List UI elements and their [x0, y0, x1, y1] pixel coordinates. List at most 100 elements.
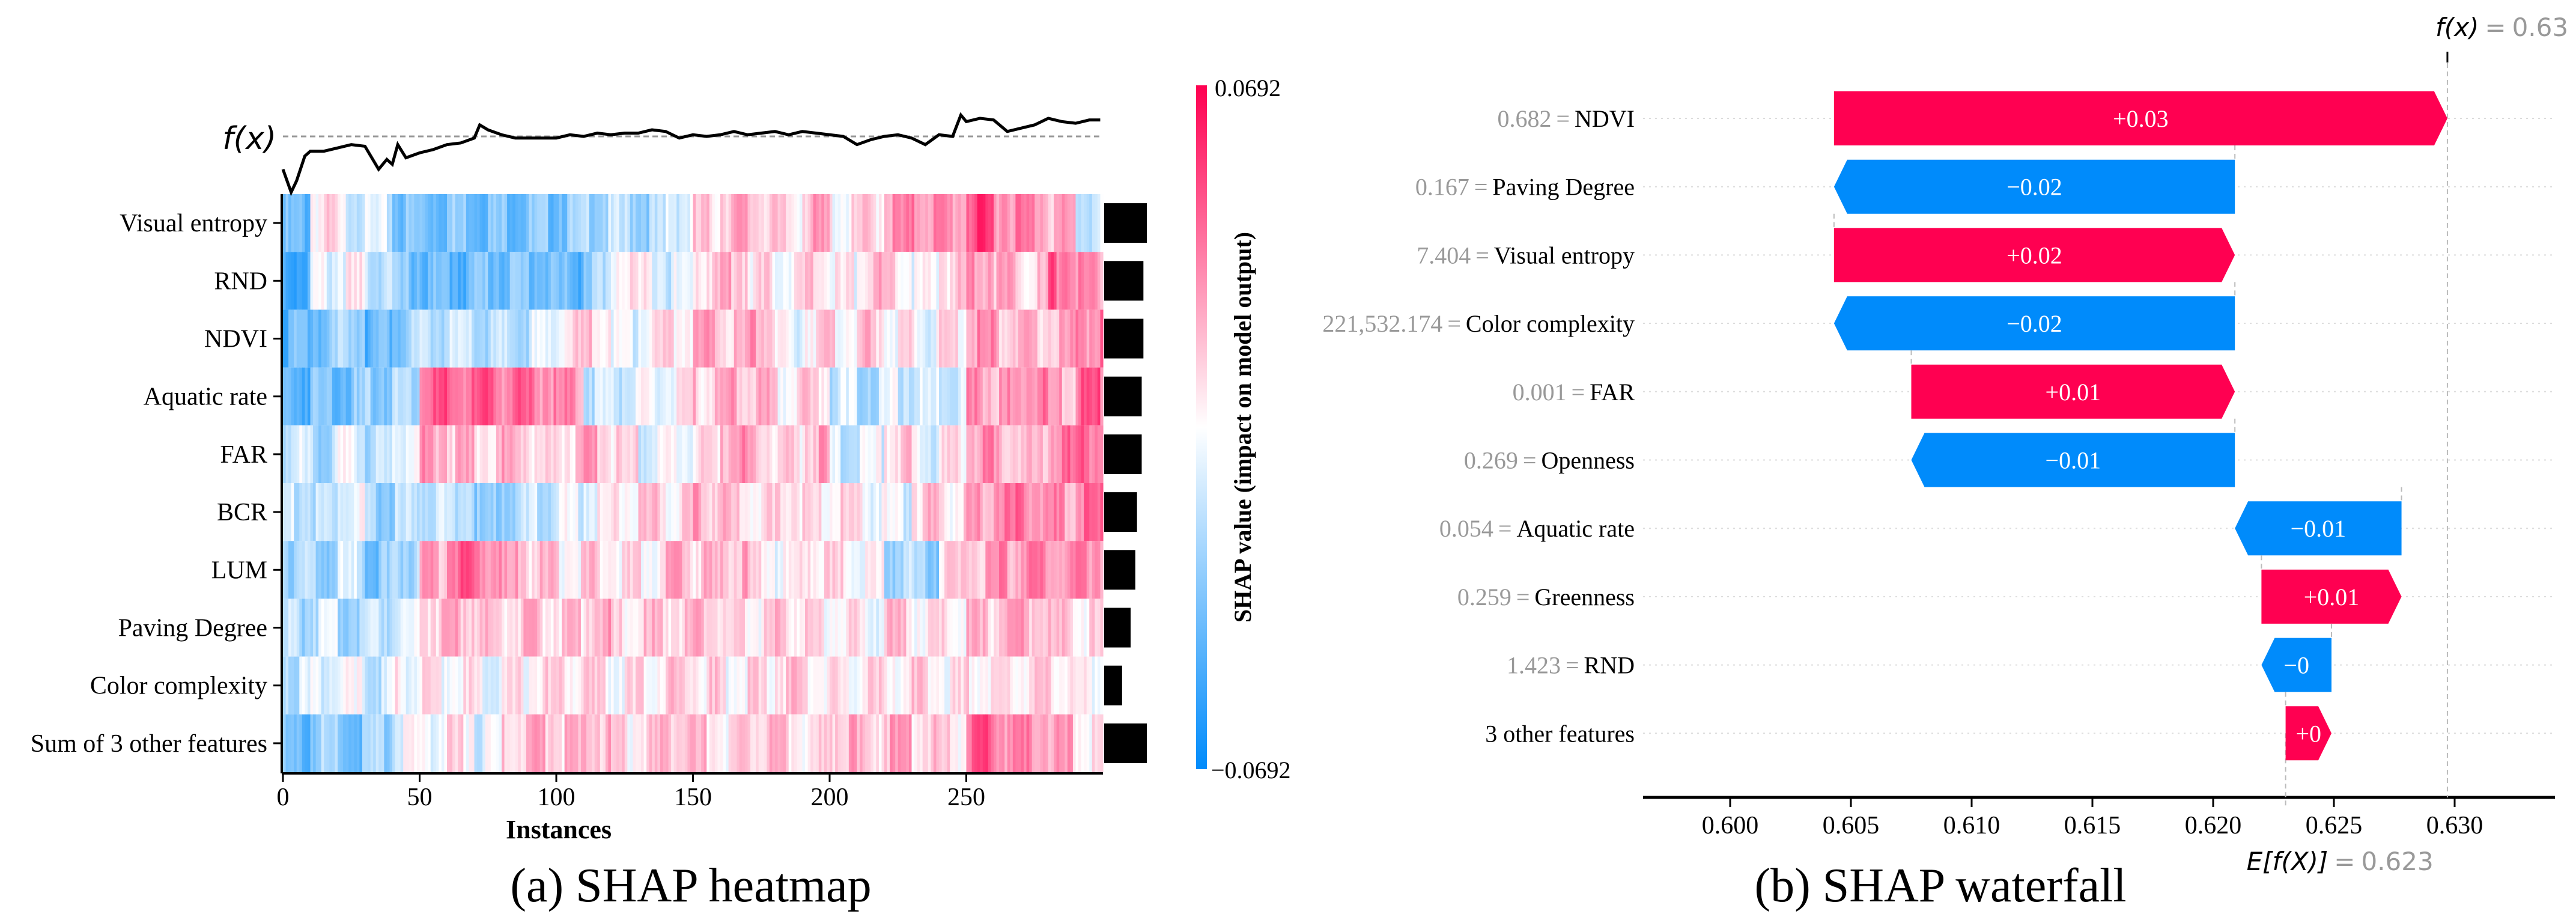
heatmap-cell — [586, 252, 590, 310]
heatmap-cell — [485, 425, 488, 483]
heatmap-cell — [370, 367, 374, 425]
heatmap-cell — [747, 425, 751, 483]
heatmap-cell — [1012, 541, 1016, 599]
heatmap-cell — [786, 309, 789, 368]
heatmap-cell — [315, 483, 319, 541]
heatmap-cell — [307, 483, 311, 541]
heatmap-cell — [810, 483, 814, 541]
heatmap-cell — [816, 194, 819, 252]
heatmap-cell — [903, 714, 907, 772]
heatmap-cell — [537, 541, 541, 599]
positive-contribution-bar — [1833, 91, 2447, 145]
heatmap-cell — [756, 656, 759, 714]
heatmap-cell — [409, 252, 412, 310]
heatmap-cell — [797, 656, 800, 714]
heatmap-cell — [851, 367, 855, 425]
heatmap-cell — [1059, 425, 1063, 483]
heatmap-cell — [652, 194, 655, 252]
heatmap-cell — [687, 656, 691, 714]
heatmap-cell — [980, 483, 983, 541]
heatmap-cell — [1034, 367, 1038, 425]
heatmap-cell — [452, 656, 456, 714]
heatmap-cell — [734, 714, 737, 772]
heatmap-cell — [291, 309, 294, 368]
heatmap-cell — [679, 425, 682, 483]
heatmap-cell — [933, 252, 937, 310]
heatmap-cell — [406, 714, 409, 772]
heatmap-cell — [444, 367, 448, 425]
heatmap-cell — [714, 714, 718, 772]
caption-waterfall: (b) SHAP waterfall — [1754, 859, 2126, 912]
heatmap-cell — [608, 656, 612, 714]
heatmap-cell — [449, 714, 453, 772]
heatmap-cell — [326, 656, 330, 714]
heatmap-cell — [969, 194, 973, 252]
heatmap-cell — [955, 425, 959, 483]
heatmap-cell — [416, 309, 421, 368]
heatmap-cell — [1075, 425, 1079, 483]
heatmap-cell — [570, 367, 573, 425]
heatmap-cell — [878, 714, 882, 772]
heatmap-cell — [567, 425, 571, 483]
heatmap-cell — [567, 656, 571, 714]
heatmap-cell — [753, 425, 756, 483]
heatmap-cell — [603, 309, 606, 368]
heatmap-cell — [1042, 714, 1046, 772]
heatmap-cell — [690, 425, 694, 483]
heatmap-cell — [753, 483, 756, 541]
heatmap-cell — [666, 656, 669, 714]
heatmap-cell — [657, 252, 661, 310]
heatmap-cell — [409, 714, 412, 772]
heatmap-cell — [425, 483, 428, 541]
heatmap-cell — [403, 599, 407, 657]
heatmap-cell — [684, 309, 688, 368]
heatmap-cell — [982, 425, 986, 483]
heatmap-cell — [1004, 252, 1008, 310]
heatmap-cell — [1040, 194, 1043, 252]
heatmap-cell — [821, 367, 825, 425]
heatmap-cell — [356, 425, 360, 483]
heatmap-cell — [950, 367, 953, 425]
feature-name: Paving Degree — [1492, 174, 1635, 201]
heatmap-cell — [502, 656, 505, 714]
heatmap-cell — [830, 367, 833, 425]
heatmap-cell — [1089, 309, 1093, 368]
heatmap-cell — [562, 367, 565, 425]
heatmap-cell — [1051, 599, 1054, 657]
heatmap-cell — [1042, 599, 1046, 657]
heatmap-cell — [816, 252, 819, 310]
heatmap-cell — [840, 541, 844, 599]
heatmap-cell — [400, 309, 404, 368]
heatmap-cell — [463, 599, 467, 657]
heatmap-cell — [570, 541, 573, 599]
heatmap-cell — [731, 252, 735, 310]
heatmap-cell — [772, 541, 776, 599]
heatmap-cell — [1026, 425, 1030, 483]
heatmap-cell — [504, 309, 508, 368]
heatmap-cell — [441, 367, 445, 425]
heatmap-cell — [573, 599, 576, 657]
heatmap-cell — [526, 599, 530, 657]
heatmap-cell — [460, 309, 464, 368]
heatmap-cell — [441, 656, 445, 714]
heatmap-cell — [1084, 656, 1087, 714]
heatmap-cell — [439, 599, 442, 657]
heatmap-cell — [931, 367, 934, 425]
heatmap-cell — [419, 194, 423, 252]
heatmap-cell — [797, 714, 800, 772]
heatmap-cell — [520, 425, 524, 483]
heatmap-cell — [652, 599, 655, 657]
heatmap-cell — [901, 425, 904, 483]
heatmap-cell — [775, 367, 779, 425]
heatmap-cell — [335, 714, 338, 772]
heatmap-cell — [518, 599, 521, 657]
heatmap-cell — [1042, 483, 1046, 541]
heatmap-cell — [890, 656, 893, 714]
heatmap-cell — [791, 483, 795, 541]
heatmap-cell — [807, 367, 811, 425]
heatmap-cell — [449, 425, 453, 483]
heatmap-cell — [982, 483, 986, 541]
heatmap-cell — [589, 252, 592, 310]
heatmap-cell — [583, 599, 587, 657]
heatmap-cell — [354, 309, 357, 368]
